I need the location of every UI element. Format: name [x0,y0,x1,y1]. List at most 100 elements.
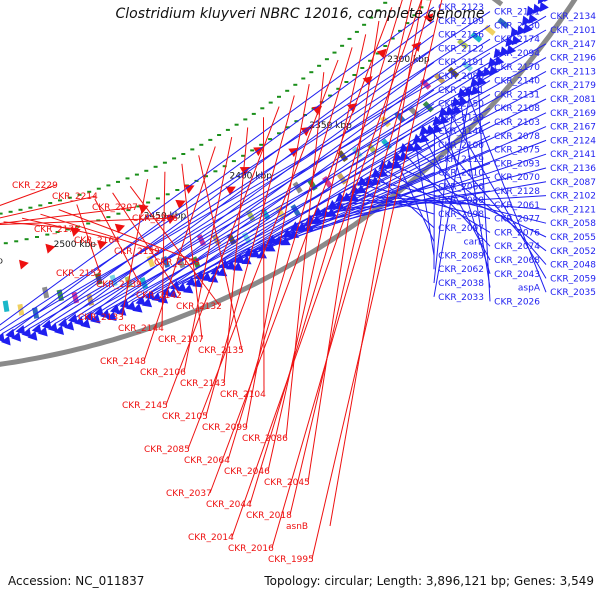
feature-block [322,176,333,188]
forward-gene-arrow [451,96,462,107]
position-tick [14,240,19,243]
forward-gene-label: CKR_2134 [550,12,596,22]
forward-gene-label: CKR_2130 [494,21,540,31]
forward-gene-label: CKR_2026 [494,297,540,307]
forward-gene-label: CKR_2043 [494,270,540,280]
reverse-label-leader [209,7,393,494]
reverse-gene-label: CKR_2144 [118,324,164,334]
reverse-gene-label: CKR_2085 [144,445,190,455]
reverse-gene-label: CKR_2148 [100,357,146,367]
forward-gene-label: CKR_2068 [494,256,540,266]
position-tick [77,193,82,196]
forward-gene-arrow [100,309,111,319]
forward-gene-label: CKR_2170 [494,63,540,73]
position-tick [24,238,29,241]
forward-gene-arrow [438,106,449,117]
forward-gene-label: CKR_2147 [550,40,596,50]
position-tick [175,189,180,191]
position-tick [217,134,222,136]
forward-label-leader [433,120,435,270]
forward-gene-label: aspA [518,284,541,294]
feature-block [42,286,50,299]
feature-block [491,0,504,7]
position-tick [55,231,60,233]
position-tick [136,205,141,208]
forward-gene-label: CKR_2097 [438,224,484,234]
position-tick [383,1,388,4]
position-tick [225,128,230,131]
reverse-label-leader [0,184,57,206]
position-tick [126,209,131,212]
forward-gene-label: CKR_2070 [494,173,540,183]
position-tick [106,184,111,187]
position-tick [251,112,256,115]
position-tick [162,161,167,164]
position-tick [181,153,186,155]
forward-gene-arrow [11,331,21,342]
forward-label-leader [246,149,491,255]
forward-gene-label: CKR_2062 [438,265,484,275]
reverse-label-leader [227,47,353,461]
reverse-label-leader [76,204,101,274]
forward-gene-label: CKR_2101 [550,26,596,36]
position-tick [398,29,403,32]
reverse-gene-label: CKR_2178 [34,225,80,235]
reverse-gene-label: CKR_2104 [220,390,266,400]
position-tick [376,9,381,12]
reverse-gene-arrow [423,13,434,24]
reverse-gene-label: CKR_2044 [206,500,252,510]
forward-label-leader [19,24,491,332]
forward-gene-arrow [488,57,498,68]
reverse-label-leader [198,155,243,351]
position-tick [340,44,345,47]
forward-gene-label: CKR_2136 [550,164,596,174]
reverse-gene-label: CKR_2142 [136,291,182,301]
forward-label-leader [465,89,547,293]
reverse-gene-label: CKR_2133 [78,313,124,323]
position-tick [293,83,298,86]
forward-gene-arrow [476,68,486,79]
position-tick [231,160,236,163]
position-tick [362,23,367,26]
forward-label-leader [181,112,547,285]
reverse-gene-arrow [97,240,108,250]
reverse-gene-arrow [45,243,56,254]
forward-gene-label: CKR_2131 [494,90,540,100]
position-tick [369,16,374,19]
position-tick [134,173,139,176]
forward-label-leader [440,114,491,274]
position-tick [190,148,195,151]
position-tick [234,123,239,126]
forward-gene-label: CKR_2088 [438,72,484,82]
position-tick [360,67,365,69]
feature-block [139,277,149,290]
scale-label: 2350 kbp [309,121,352,131]
forward-gene-arrow [210,265,221,275]
forward-label-leader [37,34,435,328]
genome-backbone [0,0,578,367]
feature-block [94,272,103,285]
position-tick [76,225,80,228]
forward-gene-label: CKR_2061 [494,201,540,211]
forward-gene-arrow [537,0,547,5]
forward-label-leader [421,132,491,261]
position-tick [3,242,8,245]
forward-label-leader [477,76,491,302]
feature-block [2,300,10,313]
forward-gene-arrow [0,332,5,343]
position-tick [383,45,388,47]
position-tick [241,154,246,157]
reverse-gene-label: CKR_2153 [56,269,102,279]
forward-gene-label: CKR_2113 [550,67,596,77]
reverse-label-leader [121,179,149,318]
reverse-label-leader [263,117,265,395]
reverse-label-leader [307,20,380,483]
forward-gene-arrow [526,5,536,17]
forward-gene-arrow [90,314,101,324]
position-tick [204,175,208,178]
position-tick [208,138,213,141]
reverse-gene-label: CKR_2143 [180,379,226,389]
forward-label-leader [206,126,547,275]
feature-block [176,256,186,269]
